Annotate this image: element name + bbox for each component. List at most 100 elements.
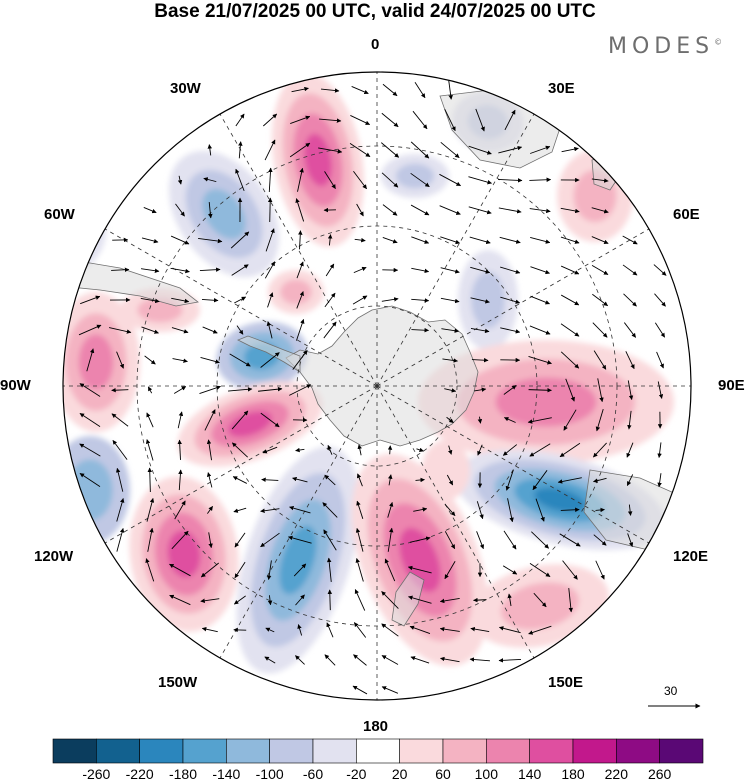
wind-arrow bbox=[381, 623, 399, 637]
wind-arrow bbox=[238, 141, 243, 159]
wind-arrow bbox=[354, 589, 366, 611]
wind-arrow bbox=[626, 442, 634, 458]
wind-arrow bbox=[595, 560, 605, 580]
wind-arrow bbox=[111, 267, 130, 273]
wind-arrow bbox=[499, 236, 521, 244]
colorbar-tick-label: -20 bbox=[346, 766, 367, 782]
wind-arrow bbox=[199, 267, 221, 272]
lon-label-30e: 30E bbox=[548, 80, 575, 97]
wind-arrow bbox=[293, 563, 307, 577]
wind-arrow bbox=[324, 292, 336, 308]
wind-arrow bbox=[143, 207, 157, 214]
wind-arrow bbox=[560, 507, 580, 512]
wind-arrow bbox=[262, 446, 278, 454]
wind-arrow bbox=[264, 656, 276, 664]
anomaly-contour bbox=[534, 487, 586, 513]
wind-arrow bbox=[147, 386, 153, 394]
wind-arrow bbox=[353, 170, 367, 190]
wind-arrow bbox=[229, 353, 251, 367]
wind-arrow bbox=[200, 562, 220, 578]
wind-arrow bbox=[177, 175, 183, 185]
wind-arrow bbox=[477, 444, 483, 456]
wind-arrow bbox=[592, 293, 609, 307]
wind-arrow bbox=[292, 350, 308, 370]
wind-arrow bbox=[528, 356, 552, 365]
wind-arrow bbox=[381, 297, 399, 302]
wind-arrow bbox=[353, 266, 367, 274]
wind-arrow bbox=[530, 266, 550, 275]
wind-arrow bbox=[476, 531, 485, 550]
wind-arrow bbox=[268, 167, 273, 193]
colorbar-tick-label: -180 bbox=[168, 766, 198, 782]
wind-arrow bbox=[115, 467, 124, 492]
wind-arrow bbox=[411, 267, 430, 274]
wind-arrow bbox=[178, 469, 183, 491]
wind-arrow bbox=[560, 265, 580, 275]
wind-arrow bbox=[409, 536, 431, 543]
wind-arrow bbox=[498, 207, 522, 214]
wind-arrow bbox=[265, 627, 275, 633]
wind-arrow bbox=[387, 501, 394, 518]
wind-arrow bbox=[410, 204, 430, 216]
wind-arrow bbox=[444, 561, 456, 580]
wind-arrow bbox=[468, 145, 492, 155]
wind-arrow bbox=[325, 263, 335, 277]
wind-arrow bbox=[140, 297, 160, 304]
colorbar-swatch bbox=[356, 738, 400, 764]
wind-arrow bbox=[234, 532, 246, 548]
wind-arrow bbox=[200, 356, 220, 364]
wind-arrow bbox=[326, 557, 332, 582]
wind-arrow bbox=[410, 656, 430, 664]
wind-arrow bbox=[80, 295, 101, 305]
wind-arrow bbox=[170, 235, 190, 245]
map-title: Base 21/07/2025 00 UTC, valid 24/07/2025… bbox=[154, 1, 596, 22]
wind-arrow bbox=[174, 500, 186, 520]
wind-arrow bbox=[623, 322, 637, 338]
wind-arrow bbox=[292, 476, 308, 483]
wind-arrow bbox=[145, 558, 155, 582]
wind-arrow bbox=[528, 625, 552, 635]
wind-arrow bbox=[112, 439, 128, 460]
wind-arrow bbox=[146, 497, 155, 522]
wind-arrow bbox=[319, 118, 342, 123]
wind-arrow bbox=[498, 145, 523, 154]
wind-arrow bbox=[295, 198, 305, 222]
wind-arrow bbox=[230, 231, 250, 249]
wind-arrow bbox=[140, 268, 160, 273]
wind-arrow bbox=[657, 381, 664, 399]
wind-arrow bbox=[531, 531, 549, 549]
wind-arrow bbox=[500, 327, 521, 334]
lon-label-150e: 150E bbox=[548, 674, 584, 691]
wind-arrow bbox=[563, 409, 577, 431]
wind-arrow bbox=[411, 327, 430, 333]
wind-arrow bbox=[560, 294, 580, 306]
wind-arrow bbox=[207, 144, 213, 156]
anomaly-contour bbox=[304, 133, 332, 187]
wind-arrow bbox=[79, 413, 101, 427]
wind-arrow bbox=[387, 527, 394, 552]
colorbar-swatch bbox=[572, 738, 617, 764]
wind-arrow bbox=[439, 205, 461, 215]
wind-arrow bbox=[597, 378, 604, 403]
wind-arrow bbox=[593, 534, 607, 546]
wind-arrow bbox=[141, 237, 159, 244]
wind-arrow bbox=[474, 387, 487, 392]
wind-arrow bbox=[356, 500, 364, 519]
wind-arrow bbox=[289, 142, 311, 158]
wind-arrow bbox=[568, 588, 574, 613]
wind-arrow bbox=[623, 293, 637, 307]
wind-arrow bbox=[442, 358, 458, 363]
wind-arrow bbox=[206, 439, 212, 461]
wind-arrow bbox=[260, 412, 280, 428]
anomaly-contour bbox=[495, 377, 597, 427]
wind-arrow bbox=[382, 83, 398, 97]
wind-arrow bbox=[407, 565, 432, 574]
wind-arrow bbox=[169, 563, 191, 577]
wind-arrow bbox=[169, 594, 191, 606]
wind-arrow bbox=[413, 507, 428, 512]
wind-arrow bbox=[500, 296, 521, 304]
colorbar-swatch bbox=[442, 738, 487, 764]
wind-arrow bbox=[626, 474, 634, 486]
wind-arrow bbox=[147, 467, 153, 493]
wind-arrow bbox=[497, 178, 523, 183]
